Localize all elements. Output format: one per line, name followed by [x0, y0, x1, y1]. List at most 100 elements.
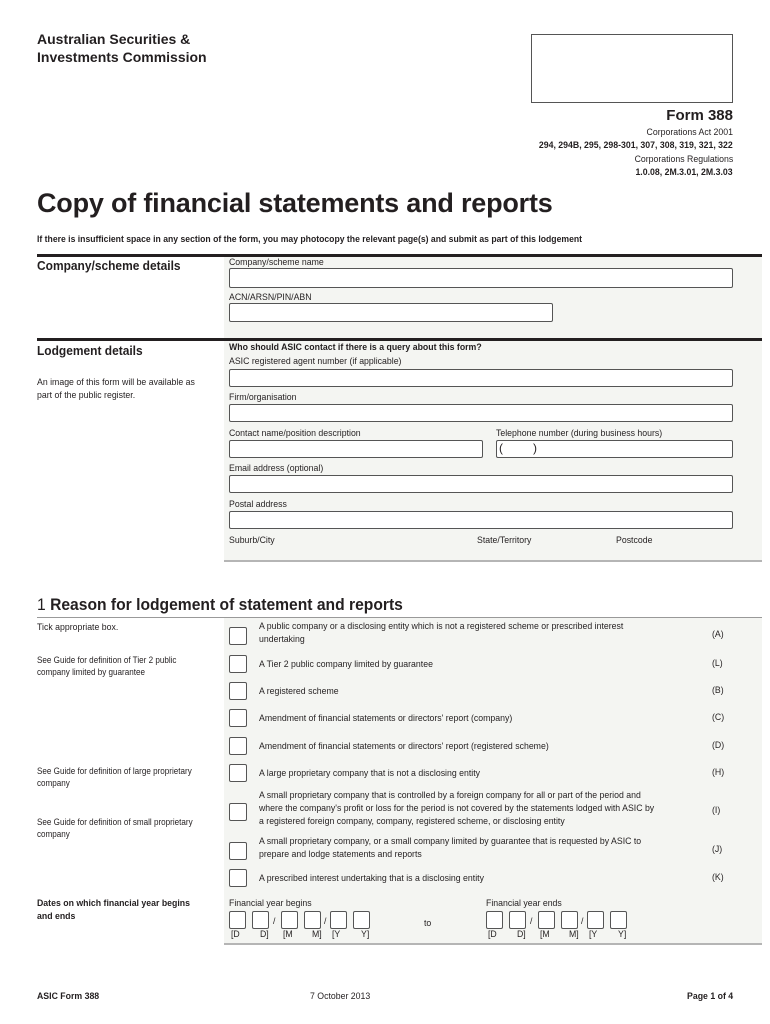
- footer-form-name: ASIC Form 388: [37, 991, 100, 1002]
- note-line: An image of this form will be available …: [37, 377, 195, 388]
- date-begin-digit-box[interactable]: [281, 911, 298, 929]
- field-label: Postal address: [229, 499, 287, 510]
- telephone-input[interactable]: ( ): [496, 440, 733, 458]
- note-line: See Guide for definition of small propri…: [37, 817, 193, 827]
- reason-code: (L): [712, 658, 723, 669]
- acn-input[interactable]: [229, 303, 553, 322]
- date-placeholder: [D: [231, 929, 240, 940]
- label-line: Dates on which financial year begins: [37, 898, 190, 909]
- reason-text-line: A Tier 2 public company limited by guara…: [259, 659, 433, 670]
- section-title: Reason for lodgement of statement and re…: [50, 595, 403, 614]
- contact-name-input[interactable]: [229, 440, 483, 458]
- org-line: Australian Securities &: [37, 31, 191, 47]
- company-name-input[interactable]: [229, 268, 733, 288]
- reason-text-line: A public company or a disclosing entity …: [259, 621, 624, 632]
- section-heading: Company/scheme details: [37, 258, 181, 273]
- reason-code: (A): [712, 629, 724, 640]
- reason-text-line: prepare and lodge statements and reports: [259, 849, 422, 860]
- field-label: State/Territory: [477, 535, 532, 546]
- reason-checkbox[interactable]: [229, 764, 247, 782]
- date-end-digit-box[interactable]: [538, 911, 555, 929]
- note-line: part of the public register.: [37, 390, 136, 401]
- regs-name: Corporations Regulations: [634, 154, 733, 165]
- label-line: and ends: [37, 911, 76, 922]
- note-line: company: [37, 778, 70, 788]
- reason-text: A prescribed interest undertaking that i…: [259, 872, 484, 885]
- form-number: Form 388: [666, 107, 733, 124]
- reason-checkbox[interactable]: [229, 709, 247, 727]
- date-end-digit-box[interactable]: [587, 911, 604, 929]
- reason-checkbox[interactable]: [229, 802, 247, 821]
- reason-text-line: A small proprietary company that is cont…: [259, 790, 641, 801]
- reason-checkbox[interactable]: [229, 627, 247, 645]
- reason-text: A small proprietary company that is cont…: [259, 789, 654, 828]
- note-line: See Guide for definition of large propri…: [37, 766, 192, 776]
- footer-date: 7 October 2013: [310, 991, 371, 1002]
- date-placeholder: M]: [312, 929, 322, 940]
- date-end-digit-box[interactable]: [610, 911, 627, 929]
- section-heading: Lodgement details: [37, 343, 143, 358]
- field-label: Financial year begins: [229, 898, 312, 909]
- section-rule: [37, 254, 762, 257]
- date-begin-digit-box[interactable]: [304, 911, 321, 929]
- reason-checkbox[interactable]: [229, 842, 247, 860]
- office-use-box: [531, 34, 733, 103]
- org-name: Australian Securities & Investments Commi…: [37, 30, 207, 66]
- field-label: Contact name/position description: [229, 428, 361, 439]
- date-placeholder: [M: [540, 929, 550, 940]
- reason-text: A Tier 2 public company limited by guara…: [259, 658, 433, 671]
- tick-note: Tick appropriate box.: [37, 622, 119, 633]
- date-begin-digit-box[interactable]: [330, 911, 347, 929]
- section-rule: [37, 617, 762, 618]
- date-separator: /: [530, 916, 533, 927]
- org-line: Investments Commission: [37, 49, 207, 65]
- to-label: to: [424, 918, 432, 929]
- reason-checkbox[interactable]: [229, 682, 247, 700]
- reason-checkbox[interactable]: [229, 655, 247, 673]
- reason-text: A public company or a disclosing entity …: [259, 620, 623, 646]
- reason-code: (J): [712, 844, 723, 855]
- section-rule: [37, 338, 762, 341]
- phone-paren: ): [533, 441, 537, 455]
- reason-code: (I): [712, 804, 721, 816]
- date-placeholder: M]: [569, 929, 579, 940]
- note-line: See Guide for definition of Tier 2 publi…: [37, 655, 177, 665]
- agent-number-input[interactable]: [229, 369, 733, 387]
- reason-text-line: Amendment of financial statements or dir…: [259, 713, 513, 724]
- dates-label: Dates on which financial year begins and …: [37, 897, 190, 923]
- note-line: company limited by guarantee: [37, 667, 145, 677]
- field-label: Financial year ends: [486, 898, 562, 909]
- field-label: Company/scheme name: [229, 257, 324, 268]
- reason-checkbox[interactable]: [229, 737, 247, 755]
- date-placeholder: [Y: [332, 929, 341, 940]
- act-sections: 294, 294B, 295, 298-301, 307, 308, 319, …: [539, 140, 733, 151]
- date-begin-digit-box[interactable]: [252, 911, 269, 929]
- date-end-digit-box[interactable]: [486, 911, 503, 929]
- contact-question: Who should ASIC contact if there is a qu…: [229, 342, 482, 353]
- reason-text-line: A registered scheme: [259, 686, 339, 697]
- date-end-digit-box[interactable]: [561, 911, 578, 929]
- field-label: Telephone number (during business hours): [496, 428, 663, 439]
- date-begin-digit-box[interactable]: [353, 911, 370, 929]
- reason-text: A registered scheme: [259, 685, 339, 698]
- reason-code: (H): [712, 767, 725, 778]
- firm-input[interactable]: [229, 404, 733, 422]
- reason-text: Amendment of financial statements or dir…: [259, 740, 549, 753]
- field-label: ACN/ARSN/PIN/ABN: [229, 292, 312, 303]
- date-end-digit-box[interactable]: [509, 911, 526, 929]
- date-separator: /: [273, 916, 276, 927]
- guide-note: See Guide for definition of small propri…: [37, 816, 193, 840]
- reason-code: (K): [712, 872, 724, 883]
- reason-text-line: A large proprietary company that is not …: [259, 768, 481, 779]
- reason-checkbox[interactable]: [229, 869, 247, 887]
- email-input[interactable]: [229, 475, 733, 493]
- date-separator: /: [581, 916, 584, 927]
- guide-note: See Guide for definition of Tier 2 publi…: [37, 654, 176, 678]
- public-register-note: An image of this form will be available …: [37, 376, 195, 402]
- postal-address-input[interactable]: [229, 511, 733, 529]
- date-begin-digit-box[interactable]: [229, 911, 246, 929]
- date-placeholder: Y]: [618, 929, 627, 940]
- field-label: Email address (optional): [229, 463, 324, 474]
- guide-note: See Guide for definition of large propri…: [37, 765, 192, 789]
- date-separator: /: [324, 916, 327, 927]
